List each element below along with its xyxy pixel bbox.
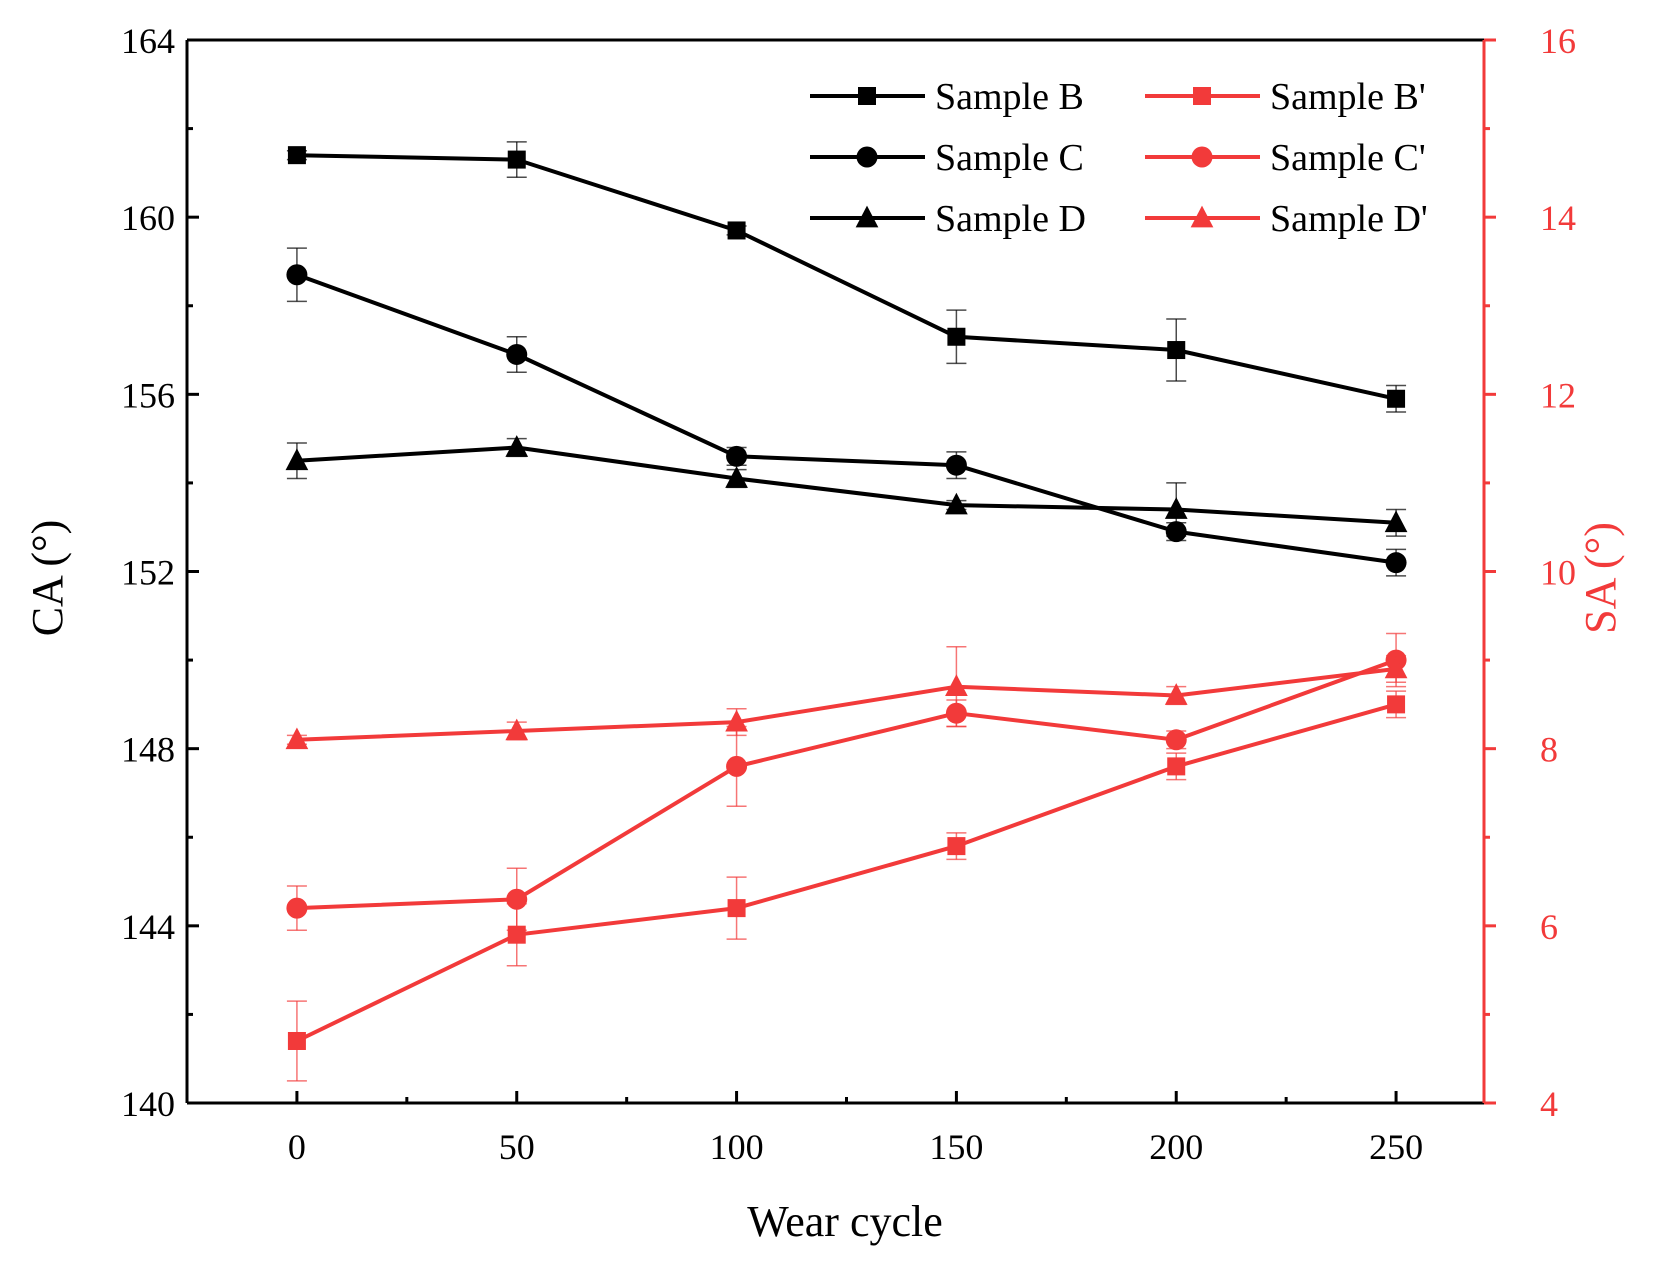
x-tick-label: 0 xyxy=(288,1127,306,1167)
series-line xyxy=(296,702,1397,1043)
data-point xyxy=(1165,729,1187,751)
data-point xyxy=(725,709,748,732)
right-tick-label: 14 xyxy=(1540,198,1576,238)
right-tick-label: 16 xyxy=(1540,21,1576,61)
right-tick-label: 10 xyxy=(1540,553,1576,593)
x-axis: 0 50 100 150 200 250 xyxy=(288,1091,1423,1167)
series-line xyxy=(296,666,1397,742)
legend-label: Sample D' xyxy=(1270,198,1428,240)
data-point xyxy=(726,445,748,467)
legend-item-sample-d: Sample D xyxy=(810,198,1086,240)
data-point xyxy=(285,727,309,750)
left-tick-label: 152 xyxy=(121,553,175,593)
x-tick-label: 200 xyxy=(1149,1127,1203,1167)
legend-item-sample-c: Sample C xyxy=(810,137,1084,179)
data-point xyxy=(1384,510,1408,533)
legend-item-sample-d-prime: Sample D' xyxy=(1145,198,1428,240)
data-point xyxy=(1167,757,1186,776)
data-point xyxy=(1167,341,1186,360)
data-point xyxy=(1164,497,1188,519)
right-y-axis-title: SA (°) xyxy=(1576,522,1625,634)
legend-item-sample-b: Sample B xyxy=(810,76,1084,118)
series-sample-b-prime xyxy=(286,690,1407,1082)
legend-marker xyxy=(1193,87,1211,105)
data-point xyxy=(505,718,529,741)
legend-item-sample-b-prime: Sample B' xyxy=(1145,76,1426,118)
data-point xyxy=(726,755,748,777)
legend: Sample B Sample C Sample D Sample B' Sample … xyxy=(810,76,1428,240)
right-y-axis: 4 6 8 10 12 14 16 xyxy=(1484,21,1576,1124)
data-point xyxy=(1385,552,1407,574)
x-tick-label: 250 xyxy=(1369,1127,1423,1167)
legend-label: Sample C' xyxy=(1270,137,1426,179)
left-tick-label: 164 xyxy=(121,21,175,61)
data-point xyxy=(506,343,528,365)
series-line xyxy=(296,153,1397,401)
left-tick-label: 160 xyxy=(121,198,175,238)
data-point xyxy=(285,448,309,471)
legend-marker xyxy=(858,87,876,105)
x-tick-label: 150 xyxy=(929,1127,983,1167)
left-tick-label: 144 xyxy=(121,907,175,947)
data-point xyxy=(1384,656,1408,679)
series-line xyxy=(296,445,1397,525)
series-sample-b xyxy=(286,141,1407,413)
data-point xyxy=(945,674,968,697)
data-point xyxy=(1387,695,1406,714)
legend-label: Sample C xyxy=(935,137,1084,179)
data-point xyxy=(507,150,526,169)
x-axis-title: Wear cycle xyxy=(747,1197,943,1246)
data-point xyxy=(506,888,528,910)
data-point xyxy=(727,221,746,240)
data-point xyxy=(945,492,968,515)
right-tick-label: 8 xyxy=(1540,730,1558,770)
left-tick-label: 156 xyxy=(121,375,175,415)
data-point xyxy=(947,837,966,856)
data-point xyxy=(945,454,967,476)
data-point xyxy=(1387,389,1406,408)
series-sample-d-prime xyxy=(285,646,1408,750)
series-layer xyxy=(285,141,1408,1082)
series-line xyxy=(296,272,1397,565)
data-point xyxy=(947,327,966,346)
right-tick-label: 12 xyxy=(1540,375,1576,415)
left-tick-label: 148 xyxy=(121,730,175,770)
left-tick-label: 140 xyxy=(121,1084,175,1124)
legend-marker xyxy=(1191,146,1213,168)
data-point xyxy=(727,899,746,918)
data-point xyxy=(1164,683,1188,705)
legend-label: Sample B xyxy=(935,76,1084,118)
series-sample-d xyxy=(285,435,1408,537)
legend-label: Sample D xyxy=(935,198,1086,240)
legend-marker xyxy=(856,146,878,168)
data-point xyxy=(287,1031,306,1050)
legend-marker xyxy=(1190,205,1214,228)
data-point xyxy=(286,264,308,286)
left-y-axis-title: CA (°) xyxy=(23,520,72,637)
left-y-axis: 140 144 148 152 156 160 164 xyxy=(121,21,199,1124)
legend-label: Sample B' xyxy=(1270,76,1426,118)
right-tick-label: 6 xyxy=(1540,907,1558,947)
data-point xyxy=(505,435,529,457)
legend-marker xyxy=(855,205,879,228)
series-sample-c xyxy=(286,247,1407,577)
data-point xyxy=(287,146,306,165)
data-point xyxy=(286,897,308,919)
x-tick-label: 50 xyxy=(499,1127,535,1167)
data-point xyxy=(725,466,748,488)
right-tick-label: 4 xyxy=(1540,1084,1558,1124)
series-line xyxy=(296,658,1397,911)
legend-item-sample-c-prime: Sample C' xyxy=(1145,137,1426,179)
x-tick-label: 100 xyxy=(710,1127,764,1167)
